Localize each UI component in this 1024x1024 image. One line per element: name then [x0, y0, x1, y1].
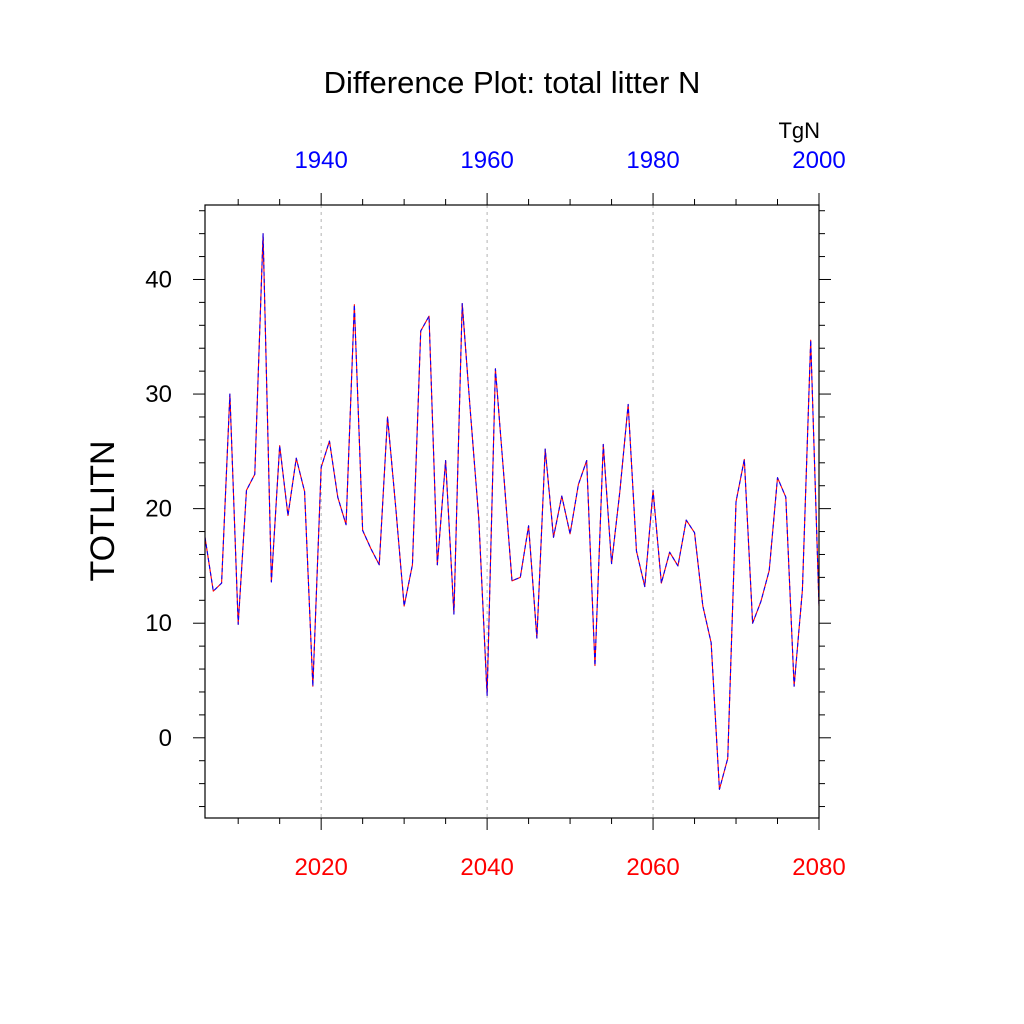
y-axis-label: TOTLITN — [84, 440, 122, 581]
x-bottom-tick-label: 2080 — [792, 854, 845, 881]
x-bottom-tick-label: 2020 — [294, 854, 347, 881]
y-tick-label: 30 — [145, 381, 172, 408]
grid-lines — [320, 205, 654, 818]
y-tick-label: 40 — [145, 266, 172, 293]
y-tick-label: 10 — [145, 610, 172, 637]
units-label: TgN — [778, 118, 820, 143]
axis-ticks — [193, 193, 831, 830]
plot-frame — [204, 204, 820, 819]
series-lines — [204, 233, 820, 790]
y-tick-label: 20 — [145, 496, 172, 523]
series-line-2 — [204, 233, 820, 790]
tick-labels: 0 10 20 30 40 2020 2040 2060 2080 1940 1960 1980 200… — [145, 147, 845, 881]
x-top-tick-label: 1940 — [294, 147, 347, 174]
x-top-tick-label: 1980 — [626, 147, 679, 174]
x-top-tick-label: 1960 — [460, 147, 513, 174]
chart-title: Difference Plot: total litter N — [324, 65, 701, 100]
y-tick-label: 0 — [159, 725, 172, 752]
x-bottom-tick-label: 2040 — [460, 854, 513, 881]
series-line-1 — [204, 233, 820, 790]
x-bottom-tick-label: 2060 — [626, 854, 679, 881]
x-top-tick-label: 2000 — [792, 147, 845, 174]
